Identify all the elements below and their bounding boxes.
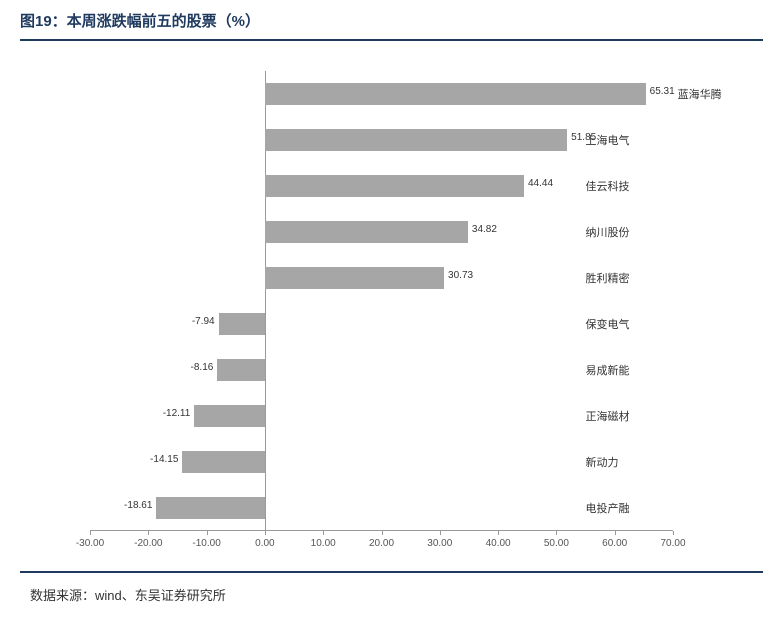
bar-row: -8.16 易成新能: [90, 356, 673, 384]
x-tick-label: -20.00: [134, 538, 162, 549]
x-tick-mark: [207, 531, 208, 535]
bar: [265, 83, 646, 105]
bar: [182, 451, 264, 473]
x-tick-label: 60.00: [602, 538, 627, 549]
x-tick-mark: [556, 531, 557, 535]
bar-category-label: 佳云科技: [586, 178, 630, 194]
bar: [265, 221, 468, 243]
bar: [265, 267, 444, 289]
x-tick-label: 20.00: [369, 538, 394, 549]
x-tick-mark: [440, 531, 441, 535]
x-tick-mark: [323, 531, 324, 535]
bar-value-label: 44.44: [528, 178, 553, 189]
bar-category-label: 纳川股份: [586, 224, 630, 240]
bar-row: 65.31蓝海华腾: [90, 80, 673, 108]
bar: [265, 175, 524, 197]
bar-category-label: 蓝海华腾: [678, 86, 722, 102]
source-text: 数据来源：wind、东吴证券研究所: [0, 573, 783, 616]
plot-region: -30.00-20.00-10.000.0010.0020.0030.0040.…: [90, 71, 673, 531]
x-tick-mark: [673, 531, 674, 535]
bar-row: -12.11 正海磁材: [90, 402, 673, 430]
bar-value-label: 65.31: [650, 86, 675, 97]
bar: [265, 129, 567, 151]
bar-value-label: -8.16: [191, 362, 214, 373]
bar-category-label: 易成新能: [586, 362, 630, 378]
bar: [217, 359, 265, 381]
chart-title: 图19：本周涨跌幅前五的股票（%）: [20, 13, 260, 30]
x-tick-mark: [265, 531, 266, 535]
bar-row: 30.73 胜利精密: [90, 264, 673, 292]
bar-row: 34.82 纳川股份: [90, 218, 673, 246]
bar-category-label: 保变电气: [586, 316, 630, 332]
bar-category-label: 新动力: [586, 454, 619, 470]
bar-row: -18.61 电投产融: [90, 494, 673, 522]
bar-category-label: 上海电气: [586, 132, 630, 148]
bar-row: 44.44 佳云科技: [90, 172, 673, 200]
bar-value-label: -14.15: [150, 454, 178, 465]
bar-value-label: 34.82: [472, 224, 497, 235]
x-tick-label: -10.00: [192, 538, 220, 549]
bar: [194, 405, 265, 427]
x-tick-label: 10.00: [311, 538, 336, 549]
bar-value-label: -12.11: [163, 408, 191, 419]
bar-category-label: 电投产融: [586, 500, 630, 516]
bar-row: 51.85上海电气: [90, 126, 673, 154]
x-tick-label: -30.00: [76, 538, 104, 549]
bar-category-label: 正海磁材: [586, 408, 630, 424]
title-rule: [20, 39, 763, 41]
bar-row: -7.94 保变电气: [90, 310, 673, 338]
x-tick-label: 30.00: [427, 538, 452, 549]
title-bar: 图19：本周涨跌幅前五的股票（%）: [0, 0, 783, 39]
x-tick-mark: [615, 531, 616, 535]
chart-area: -30.00 -20.00 -10.00 0.00 10.00 20.00 30.00 40.…: [30, 61, 753, 561]
bar-value-label: -18.61: [124, 500, 152, 511]
bar-value-label: -7.94: [192, 316, 215, 327]
x-tick-mark: [90, 531, 91, 535]
bar: [156, 497, 264, 519]
bar: [219, 313, 265, 335]
x-tick-label: 40.00: [486, 538, 511, 549]
bar-category-label: 胜利精密: [586, 270, 630, 286]
bar-row: -14.15 新动力: [90, 448, 673, 476]
bar-value-label: 30.73: [448, 270, 473, 281]
x-tick-mark: [498, 531, 499, 535]
x-tick-label: 50.00: [544, 538, 569, 549]
x-tick-label: 70.00: [660, 538, 685, 549]
x-tick-mark: [382, 531, 383, 535]
x-tick-mark: [148, 531, 149, 535]
x-tick-label: 0.00: [255, 538, 274, 549]
